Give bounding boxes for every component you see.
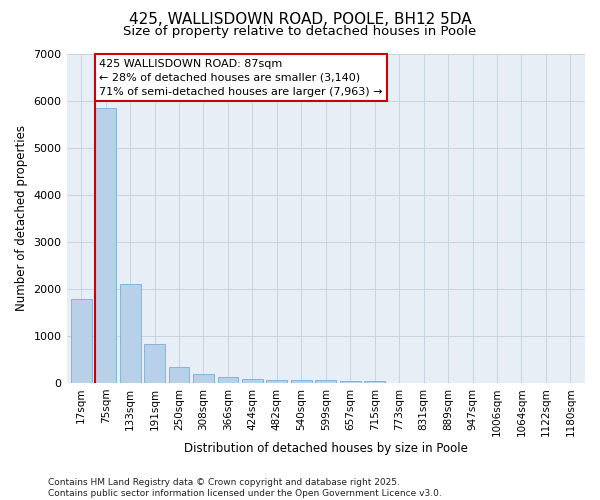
Bar — [316, 380, 336, 383]
Bar — [340, 381, 361, 383]
Bar — [169, 368, 190, 383]
Bar — [144, 344, 165, 383]
Bar — [242, 378, 263, 383]
Bar — [193, 374, 214, 383]
Text: 425 WALLISDOWN ROAD: 87sqm
← 28% of detached houses are smaller (3,140)
71% of s: 425 WALLISDOWN ROAD: 87sqm ← 28% of deta… — [99, 58, 382, 96]
Bar — [364, 382, 385, 383]
Bar — [218, 376, 238, 383]
Bar — [95, 108, 116, 383]
X-axis label: Distribution of detached houses by size in Poole: Distribution of detached houses by size … — [184, 442, 468, 455]
Bar — [71, 299, 92, 383]
Bar — [120, 284, 140, 383]
Text: 425, WALLISDOWN ROAD, POOLE, BH12 5DA: 425, WALLISDOWN ROAD, POOLE, BH12 5DA — [128, 12, 472, 28]
Bar — [291, 380, 312, 383]
Text: Size of property relative to detached houses in Poole: Size of property relative to detached ho… — [124, 25, 476, 38]
Bar — [266, 380, 287, 383]
Y-axis label: Number of detached properties: Number of detached properties — [15, 126, 28, 312]
Text: Contains HM Land Registry data © Crown copyright and database right 2025.
Contai: Contains HM Land Registry data © Crown c… — [48, 478, 442, 498]
